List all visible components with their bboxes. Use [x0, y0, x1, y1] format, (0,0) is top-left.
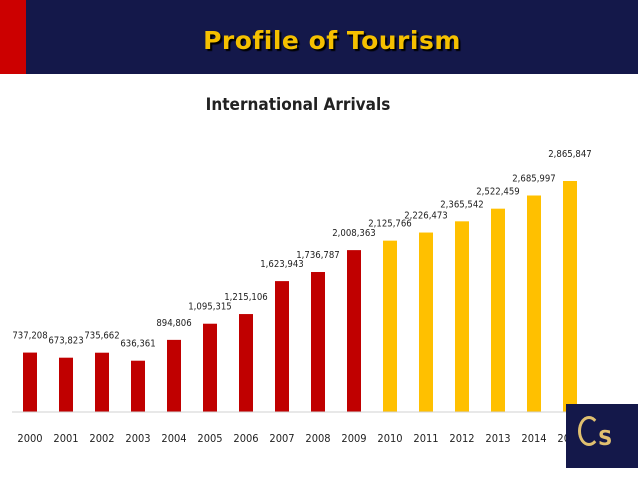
- bar-2011: [419, 232, 433, 412]
- bar-2012: [455, 221, 469, 412]
- data-label-2006: 1,215,106: [224, 292, 267, 303]
- chart-title: International Arrivals: [206, 95, 391, 115]
- bar-2015: [563, 181, 577, 412]
- accent-band: [0, 0, 26, 74]
- bars-layer: [23, 181, 577, 412]
- bar-2002: [95, 352, 109, 412]
- data-label-2013: 2,522,459: [476, 187, 519, 198]
- bar-2014: [527, 195, 541, 412]
- x-tick-2004: 2004: [161, 432, 186, 445]
- title-bar: [26, 0, 638, 74]
- x-tick-2003: 2003: [125, 432, 150, 445]
- x-tick-2013: 2013: [485, 432, 510, 445]
- data-label-2002: 735,662: [84, 331, 119, 342]
- x-tick-2011: 2011: [413, 432, 438, 445]
- x-tick-2005: 2005: [197, 432, 222, 445]
- bar-2009: [347, 250, 361, 412]
- data-label-2011: 2,226,473: [404, 211, 447, 222]
- data-label-2003: 636,361: [120, 339, 155, 350]
- data-label-2005: 1,095,315: [188, 302, 231, 313]
- data-label-2008: 1,736,787: [296, 250, 339, 261]
- x-tick-2001: 2001: [53, 432, 78, 445]
- bar-2000: [23, 352, 37, 412]
- x-tick-2006: 2006: [233, 432, 258, 445]
- x-tick-2008: 2008: [305, 432, 330, 445]
- data-label-2010: 2,125,766: [368, 219, 411, 230]
- data-label-2001: 673,823: [48, 336, 83, 347]
- logo: S: [566, 404, 638, 468]
- x-tick-2014: 2014: [521, 432, 546, 445]
- bar-2001: [59, 357, 73, 412]
- x-tick-2000: 2000: [17, 432, 42, 445]
- logo-swirl-icon: [578, 416, 600, 446]
- data-label-2015: 2,865,847: [548, 149, 591, 160]
- x-tick-2007: 2007: [269, 432, 294, 445]
- x-tick-2009: 2009: [341, 432, 366, 445]
- data-label-2007: 1,623,943: [260, 259, 303, 270]
- bar-2005: [203, 323, 217, 412]
- data-label-2004: 894,806: [156, 318, 191, 329]
- x-tick-labels: 2000 2001 2002 2003 2004 2005 2006 2007 2008 2009…: [17, 432, 582, 445]
- x-tick-2002: 2002: [89, 432, 114, 445]
- bar-2008: [311, 272, 325, 412]
- data-label-2014: 2,685,997: [512, 173, 555, 184]
- data-label-2012: 2,365,542: [440, 199, 483, 210]
- x-tick-2012: 2012: [449, 432, 474, 445]
- bar-2004: [167, 339, 181, 412]
- data-label-2009: 2,008,363: [332, 228, 375, 239]
- page-title: Profile of Tourism: [203, 26, 461, 55]
- bar-2010: [383, 240, 397, 412]
- logo-text: S: [598, 426, 613, 450]
- data-label-2000: 737,208: [12, 331, 47, 342]
- bar-2003: [131, 360, 145, 412]
- bar-2013: [491, 208, 505, 412]
- bar-2007: [275, 281, 289, 412]
- bar-2006: [239, 314, 253, 412]
- x-tick-2010: 2010: [377, 432, 402, 445]
